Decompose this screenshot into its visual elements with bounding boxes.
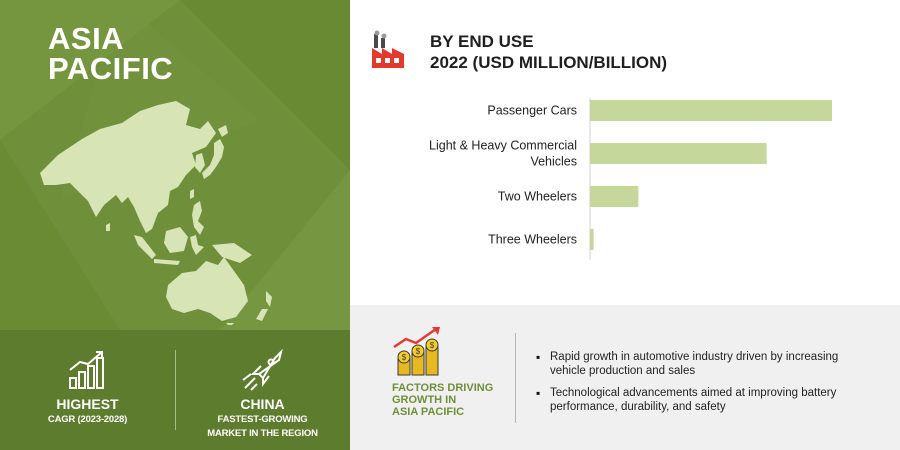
growth-bar-icon xyxy=(69,351,104,389)
stat-highest-subtitle: CAGR (2023-2028) xyxy=(47,414,128,425)
bar-3 xyxy=(590,229,594,250)
category-label: Light & Heavy Commercial xyxy=(429,139,577,153)
coins-growth-icon: $ $ $ xyxy=(393,327,440,376)
factors-divider xyxy=(515,333,516,423)
region-panel: ASIA PACIFIC xyxy=(0,0,350,450)
factors-list: Rapid growth in automotive industry driv… xyxy=(536,350,876,422)
asia-pacific-map xyxy=(40,101,272,325)
stat-china-subtitle-line1: FASTEST-GROWING xyxy=(217,414,308,425)
stat-china-subtitle: FASTEST-GROWING MARKET IN THE REGION xyxy=(175,413,350,441)
region-stats: HIGHEST CAGR (2023-2028) CHINA FASTEST-G… xyxy=(0,330,350,450)
region-title: ASIA PACIFIC xyxy=(48,21,174,86)
category-label: Three Wheelers xyxy=(488,233,577,247)
factors-panel: $ $ $ FACTORS DRIVING GROWTH IN ASIA PAC… xyxy=(350,305,900,450)
stat-highest-label: HIGHEST xyxy=(56,396,119,412)
category-label: Two Wheelers xyxy=(498,190,577,204)
end-use-bar-chart: Passenger Cars Light & Heavy Commercial Ve… xyxy=(429,98,832,260)
stat-china-subtitle-line2: MARKET IN THE REGION xyxy=(207,428,318,439)
stat-highest-cagr: HIGHEST CAGR (2023-2028) xyxy=(0,330,175,450)
factors-title-line3: ASIA PACIFIC xyxy=(392,406,465,418)
svg-text:$: $ xyxy=(430,341,435,350)
factory-icon xyxy=(372,30,404,68)
factor-bullet: Technological advancements aimed at impr… xyxy=(536,386,876,414)
chart-title: BY END USE 2022 (USD MILLION/BILLION) xyxy=(430,31,667,73)
chart-title-line1: BY END USE xyxy=(430,32,534,51)
svg-text:$: $ xyxy=(402,353,407,362)
chart-title-line2: 2022 (USD MILLION/BILLION) xyxy=(430,53,668,72)
region-title-line1: ASIA xyxy=(48,21,125,56)
stats-divider xyxy=(175,350,176,430)
bar-0 xyxy=(590,100,832,121)
rocket-launch-icon xyxy=(242,348,283,391)
region-title-line2: PACIFIC xyxy=(48,51,174,86)
category-label: Vehicles xyxy=(530,155,577,169)
factors-title: FACTORS DRIVING GROWTH IN ASIA PACIFIC xyxy=(392,382,493,418)
svg-text:$: $ xyxy=(416,347,421,356)
bar-2 xyxy=(590,186,639,207)
stat-china-label: CHINA xyxy=(240,396,285,412)
factor-bullet: Rapid growth in automotive industry driv… xyxy=(536,350,876,378)
stat-china-fastest: CHINA FASTEST-GROWING MARKET IN THE REGI… xyxy=(175,330,350,450)
factors-title-line2: GROWTH IN xyxy=(392,394,457,406)
category-label: Passenger Cars xyxy=(487,104,577,118)
bar-1 xyxy=(590,143,767,164)
factors-title-line1: FACTORS DRIVING xyxy=(392,382,494,394)
